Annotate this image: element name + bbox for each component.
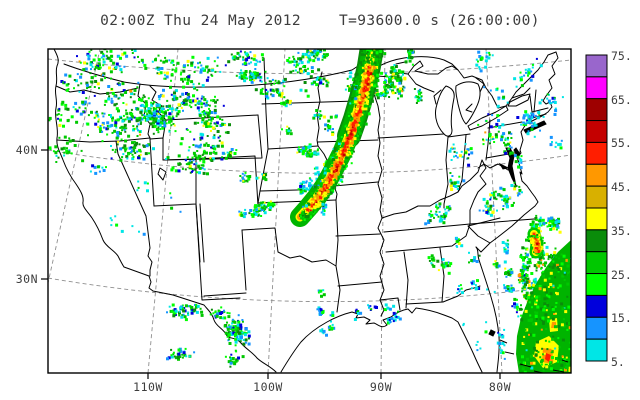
lon-axis-label: 90W — [369, 380, 393, 394]
colorbar-tick-label: 65. — [611, 92, 632, 107]
colorbar-tick-label: 35. — [611, 223, 632, 238]
colorbar-cell — [585, 120, 608, 143]
colorbar-cell — [585, 251, 608, 275]
us-map-outlines — [53, 49, 559, 373]
colorbar-tick-label: 45. — [611, 180, 632, 195]
colorbar — [585, 54, 608, 362]
colorbar-cell — [585, 163, 608, 187]
lon-axis-label: 110W — [133, 380, 163, 394]
colorbar-cell — [585, 273, 608, 296]
colorbar-cell — [585, 316, 608, 340]
colorbar-cell — [585, 294, 608, 318]
colorbar-cell — [585, 185, 608, 209]
colorbar-tick-label: 55. — [611, 136, 632, 151]
colorbar-cell — [585, 98, 608, 122]
plot-title: 02:00Z Thu 24 May 2012 T=93600.0 s (26:0… — [0, 13, 640, 29]
colorbar-cell — [585, 76, 608, 100]
colorbar-tick-label: 25. — [611, 267, 632, 282]
colorbar-cell — [585, 54, 608, 78]
bahamas-islands — [499, 339, 569, 373]
colorbar-tick-label: 75. — [611, 49, 632, 63]
lat-axis-label: 40N — [15, 143, 38, 157]
colorbar-cell — [585, 141, 608, 165]
map-frame — [47, 48, 572, 374]
colorbar-tick-label: 5. — [611, 355, 625, 369]
colorbar-cell — [585, 338, 608, 362]
lon-axis-label: 100W — [253, 380, 283, 394]
lat-axis-label: 30N — [15, 272, 38, 286]
precipitation-layer — [48, 49, 571, 373]
colorbar-cell — [585, 207, 608, 231]
lon-axis-label: 80W — [488, 380, 512, 394]
colorbar-tick-label: 15. — [611, 311, 632, 326]
title-forecast-time: T=93600.0 s (26:00:00) — [339, 13, 540, 29]
title-datetime: 02:00Z Thu 24 May 2012 — [100, 13, 301, 29]
colorbar-cell — [585, 229, 608, 253]
axis-ticks — [41, 149, 501, 379]
